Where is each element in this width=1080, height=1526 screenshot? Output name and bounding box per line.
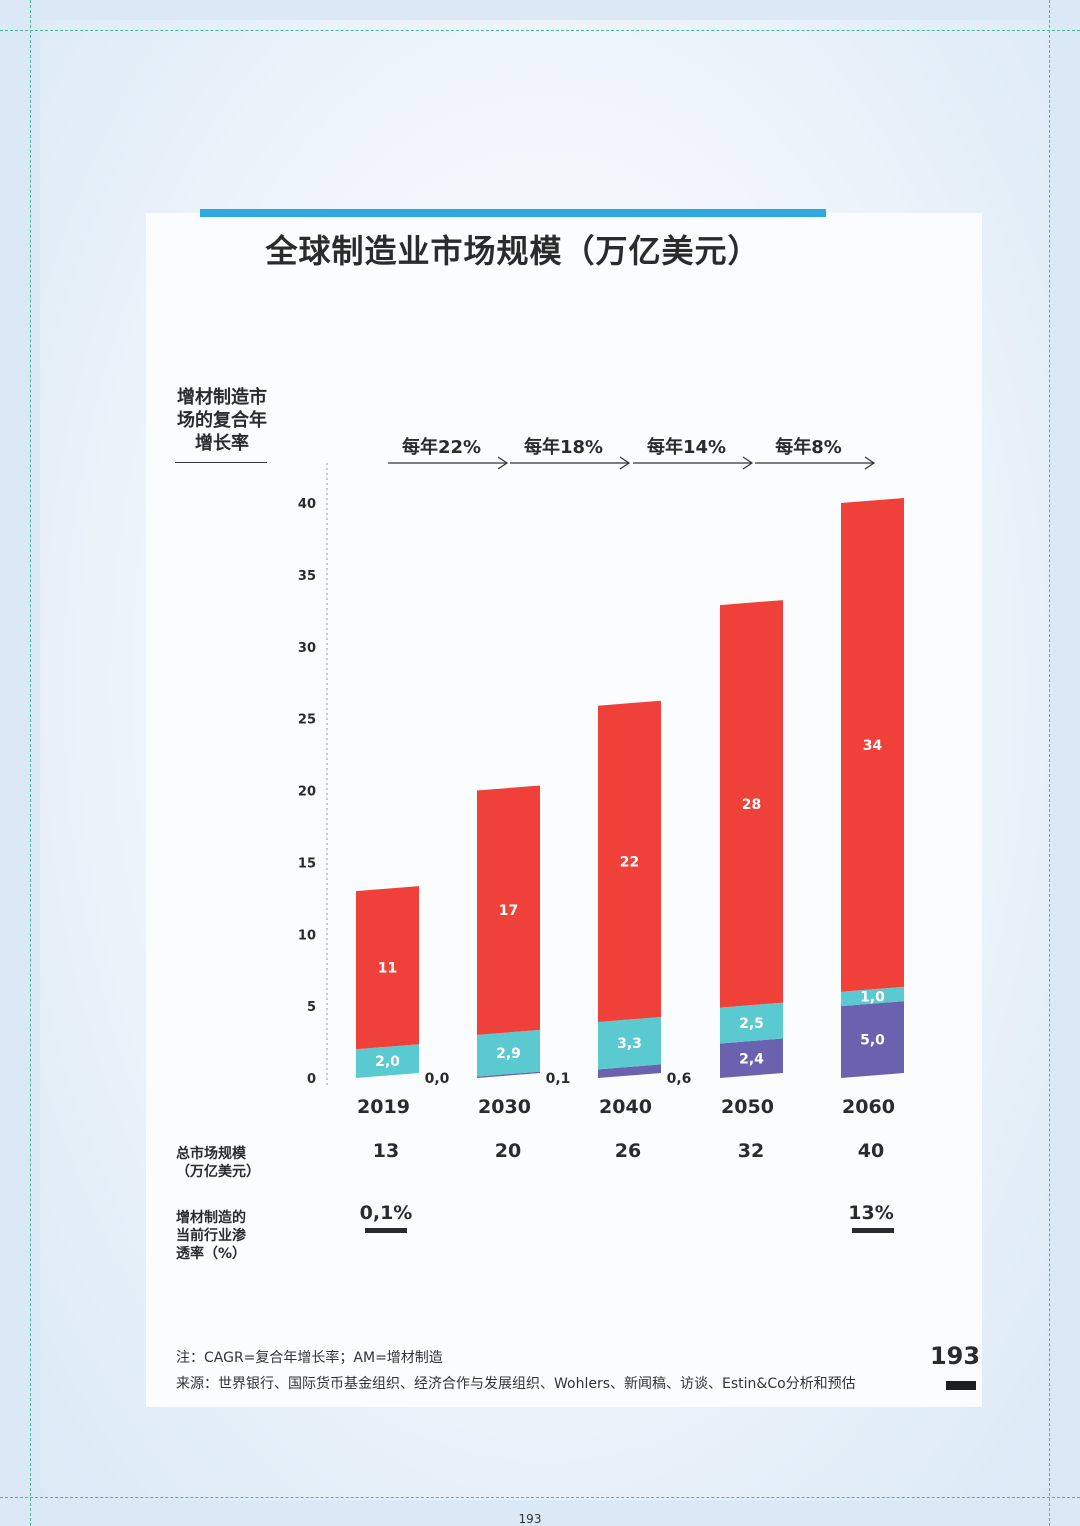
data-label-2019-2: 11 (378, 961, 397, 977)
cagr-heading: 增材制造市场的复合年增长率 (177, 387, 267, 454)
bar-segment-2019-2 (356, 886, 419, 1050)
cagr-label-0: 每年22% (402, 436, 481, 458)
footer-page-number: 193 (518, 1512, 542, 1526)
penetration-label: 增材制造的当前行业渗透率（%） (176, 1210, 247, 1262)
y-tick-label: 20 (298, 785, 316, 800)
crop-guide-top (0, 30, 1080, 31)
data-label-2050-2: 28 (742, 797, 761, 813)
source-note: 来源：世界银行、国际货币基金组织、经济合作与发展组织、Wohlers、新闻稿、访… (176, 1376, 856, 1392)
accent-bar (200, 209, 826, 217)
y-tick-label: 25 (298, 713, 316, 728)
crop-guide-right (1049, 0, 1050, 1526)
penetration-marker-2060 (852, 1228, 894, 1233)
y-tick-label: 40 (298, 497, 316, 512)
bar-segment-2060-1 (841, 986, 904, 1007)
data-label-2060-1: 1,0 (860, 989, 885, 1005)
y-tick-label: 15 (298, 856, 316, 871)
y-tick-label: 30 (298, 641, 316, 656)
data-label-2060-2: 34 (863, 738, 883, 754)
data-label-2030-2: 17 (499, 903, 518, 919)
x-tick-label-2030: 2030 (478, 1096, 531, 1118)
data-label-2040-1: 3,3 (617, 1036, 642, 1052)
cagr-label-2: 每年14% (647, 436, 726, 458)
data-label-2040-2: 22 (620, 854, 639, 870)
bar-segment-2060-2 (841, 498, 904, 992)
bar-segment-2030-0 (477, 1071, 540, 1078)
x-tick-label-2060: 2060 (842, 1096, 895, 1118)
page-number-marker (946, 1381, 976, 1390)
cagr-arrowhead (864, 456, 876, 470)
cagr-arrowhead (619, 456, 631, 470)
x-tick-label-2050: 2050 (721, 1096, 774, 1118)
bar-segment-2060-0 (841, 1001, 904, 1078)
bar-segment-2040-0 (598, 1064, 661, 1078)
penetration-marker-2019 (365, 1228, 407, 1233)
total-value-2019: 13 (372, 1140, 400, 1162)
total-value-2040: 26 (614, 1140, 642, 1162)
penetration-value-2060: 13% (848, 1202, 894, 1224)
x-tick-label-2019: 2019 (357, 1096, 410, 1118)
chart-title: 全球制造业市场规模（万亿美元） (265, 232, 761, 270)
cagr-arrowhead (742, 456, 754, 470)
bar-segment-2030-1 (477, 1029, 540, 1077)
bar-segment-2019-1 (356, 1044, 419, 1078)
bar-segment-2040-2 (598, 700, 661, 1022)
penetration-value-2019: 0,1% (359, 1202, 413, 1224)
y-tick-label: 10 (298, 928, 316, 943)
bar-segment-2040-1 (598, 1016, 661, 1070)
total-market-label: 总市场规模（万亿美元） (176, 1146, 260, 1180)
cagr-arrowhead (497, 456, 509, 470)
data-label-2030-1: 2,9 (496, 1046, 521, 1062)
crop-guide-left (30, 0, 31, 1526)
data-label-2060-0: 5,0 (860, 1033, 885, 1049)
y-tick-label: 0 (307, 1072, 316, 1087)
cagr-heading-rule (175, 462, 267, 463)
bar-segment-2050-0 (720, 1038, 783, 1078)
data-label-2050-1: 2,5 (739, 1016, 764, 1032)
total-value-2050: 32 (737, 1140, 765, 1162)
data-label-2040-0: 0,6 (667, 1071, 692, 1087)
bar-segment-2030-2 (477, 785, 540, 1035)
data-label-2030-0: 0,1 (546, 1071, 571, 1087)
crop-guide-bottom (0, 1497, 1080, 1498)
total-value-2060: 40 (857, 1140, 885, 1162)
x-tick-label-2040: 2040 (599, 1096, 652, 1118)
y-tick-label: 5 (307, 1000, 316, 1015)
total-value-2030: 20 (494, 1140, 522, 1162)
cagr-label-3: 每年8% (775, 436, 842, 458)
bar-segment-2050-2 (720, 600, 783, 1008)
page-number: 193 (929, 1342, 981, 1370)
cagr-label-1: 每年18% (524, 436, 603, 458)
data-label-2019-1: 2,0 (375, 1054, 400, 1070)
y-tick-label: 35 (298, 569, 316, 584)
data-label-2050-0: 2,4 (739, 1051, 764, 1067)
bar-segment-2050-1 (720, 1002, 783, 1044)
footnote: 注：CAGR=复合年增长率；AM=增材制造 (176, 1350, 443, 1366)
data-label-2019-0: 0,0 (425, 1071, 450, 1087)
